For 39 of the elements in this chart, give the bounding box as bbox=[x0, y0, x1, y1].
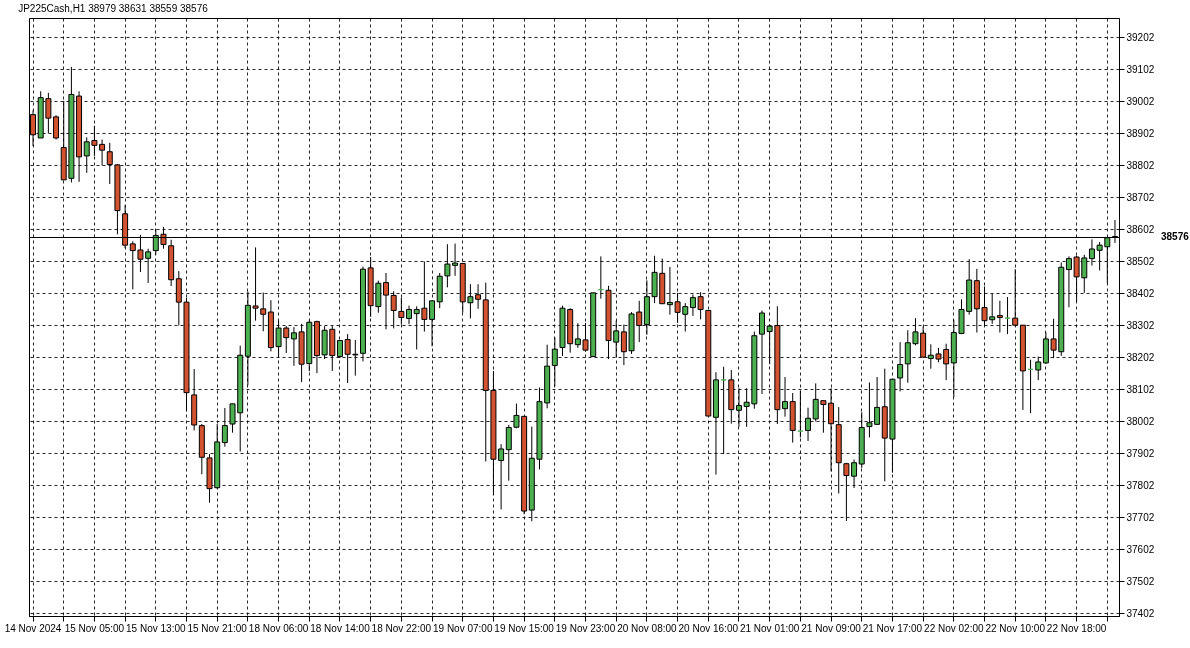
y-tick-label: 39002 bbox=[1126, 95, 1155, 107]
y-tick-label: 37902 bbox=[1126, 447, 1155, 459]
y-tick-label: 38302 bbox=[1126, 319, 1155, 331]
y-tick-label: 39102 bbox=[1126, 63, 1155, 75]
x-tick-label: 21 Nov 17:00 bbox=[862, 622, 923, 634]
y-tick-label: 38402 bbox=[1126, 287, 1155, 299]
x-tick-label: 21 Nov 01:00 bbox=[739, 622, 800, 634]
y-tick-label: 37402 bbox=[1126, 607, 1155, 619]
y-tick-label: 37702 bbox=[1126, 511, 1155, 523]
y-tick-label: 38802 bbox=[1126, 159, 1155, 171]
x-tick-label: 18 Nov 06:00 bbox=[248, 622, 309, 634]
x-tick-label: 22 Nov 02:00 bbox=[924, 622, 985, 634]
y-tick-label: 38602 bbox=[1126, 223, 1155, 235]
x-tick-label: 22 Nov 18:00 bbox=[1046, 622, 1107, 634]
y-tick-label: 38202 bbox=[1126, 351, 1155, 363]
x-tick-label: 18 Nov 22:00 bbox=[371, 622, 432, 634]
y-tick-label: 38102 bbox=[1126, 383, 1155, 395]
y-tick-label: 38702 bbox=[1126, 191, 1155, 203]
y-tick-label: 39202 bbox=[1126, 31, 1155, 43]
y-tick-label: 37602 bbox=[1126, 543, 1155, 555]
x-tick-label: 15 Nov 21:00 bbox=[187, 622, 248, 634]
x-tick-label: 19 Nov 23:00 bbox=[555, 622, 616, 634]
y-tick-label: 38002 bbox=[1126, 415, 1155, 427]
x-tick-label: 15 Nov 05:00 bbox=[64, 622, 125, 634]
y-tick-label: 38502 bbox=[1126, 255, 1155, 267]
x-tick-label: 21 Nov 09:00 bbox=[801, 622, 862, 634]
x-tick-label: 19 Nov 07:00 bbox=[432, 622, 493, 634]
x-tick-label: 20 Nov 08:00 bbox=[617, 622, 678, 634]
x-tick-label: 20 Nov 16:00 bbox=[678, 622, 739, 634]
x-tick-label: 15 Nov 13:00 bbox=[126, 622, 186, 634]
y-tick-label: 37802 bbox=[1126, 479, 1155, 491]
x-tick-label: 22 Nov 10:00 bbox=[985, 622, 1046, 634]
y-tick-label: 37502 bbox=[1126, 575, 1155, 587]
ref-line-label: 38576 bbox=[1161, 231, 1190, 243]
y-tick-label: 38902 bbox=[1126, 127, 1155, 139]
chart-title: JP225Cash,H1 38979 38631 38559 38576 bbox=[18, 3, 209, 14]
x-tick-label: 18 Nov 14:00 bbox=[310, 622, 371, 634]
x-tick-label: 14 Nov 2024 bbox=[4, 622, 62, 634]
x-tick-label: 19 Nov 15:00 bbox=[494, 622, 555, 634]
